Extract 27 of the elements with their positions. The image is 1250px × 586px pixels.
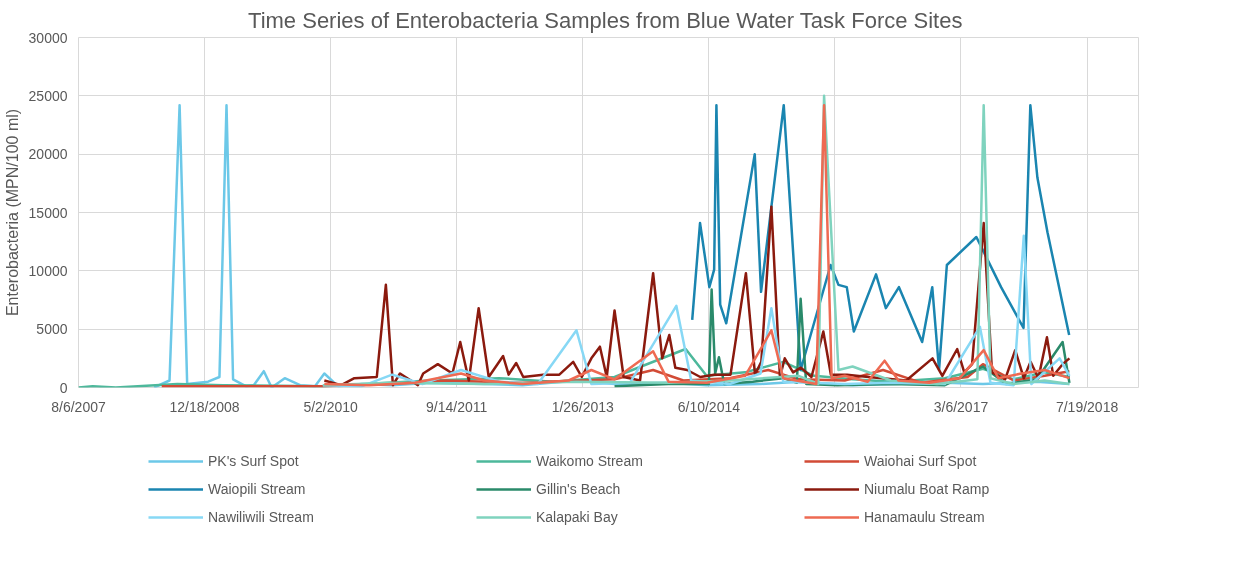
legend-label: Waikomo Stream xyxy=(536,453,644,469)
legend-label: PK's Surf Spot xyxy=(208,453,300,469)
y-axis-title: Enterobacteria (MPN/100 ml) xyxy=(3,108,21,317)
y-tick-label: 20000 xyxy=(28,146,68,163)
chart-title: Time Series of Enterobacteria Samples from Blue Water Task Force Sites xyxy=(248,7,963,33)
legend-label: Gillin's Beach xyxy=(536,481,622,497)
x-tick-label: 6/10/2014 xyxy=(677,398,741,415)
legend-label: Niumalu Boat Ramp xyxy=(864,481,991,497)
y-tick-label: 5000 xyxy=(36,321,68,338)
x-tick-label: 1/26/2013 xyxy=(551,398,615,415)
x-tick-label: 5/2/2010 xyxy=(303,398,359,415)
y-tick-label: 0 xyxy=(59,379,68,396)
x-tick-label: 10/23/2015 xyxy=(799,398,871,415)
legend-label: Hanamaulu Stream xyxy=(864,509,986,525)
x-tick-label: 9/14/2011 xyxy=(426,398,488,415)
x-tick-label: 8/6/2007 xyxy=(51,398,106,415)
y-tick-label: 30000 xyxy=(28,29,68,46)
legend-label: Waiopili Stream xyxy=(208,481,307,497)
y-tick-label: 10000 xyxy=(28,262,68,279)
legend-label: Kalapaki Bay xyxy=(536,509,619,525)
y-tick-label: 25000 xyxy=(28,87,68,104)
y-tick-label: 15000 xyxy=(28,204,68,221)
x-tick-label: 7/19/2018 xyxy=(1055,398,1119,415)
x-tick-label: 12/18/2008 xyxy=(169,398,240,415)
legend-label: Nawiliwili Stream xyxy=(208,509,315,525)
legend-label: Waiohai Surf Spot xyxy=(864,453,978,469)
x-tick-label: 3/6/2017 xyxy=(933,398,989,415)
